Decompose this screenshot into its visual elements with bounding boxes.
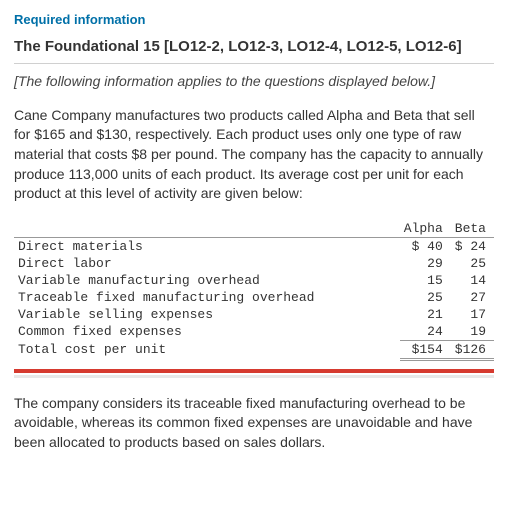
cell-alpha: 24 xyxy=(400,323,451,341)
accent-shadow xyxy=(14,375,494,378)
applies-note: [The following information applies to th… xyxy=(14,72,494,92)
total-label: Total cost per unit xyxy=(14,340,400,359)
row-label: Direct labor xyxy=(14,255,400,272)
total-beta: $126 xyxy=(451,340,494,359)
cell-beta: 25 xyxy=(451,255,494,272)
cost-table: Alpha Beta Direct materials $ 40 $ 24 Di… xyxy=(14,220,494,361)
row-label: Variable manufacturing overhead xyxy=(14,272,400,289)
cell-beta: 17 xyxy=(451,306,494,323)
table-header-empty xyxy=(14,220,400,238)
row-label: Direct materials xyxy=(14,237,400,255)
cell-beta: 27 xyxy=(451,289,494,306)
col-header-alpha: Alpha xyxy=(400,220,451,238)
cell-beta: $ 24 xyxy=(451,237,494,255)
total-alpha: $154 xyxy=(400,340,451,359)
table-row: Variable manufacturing overhead 15 14 xyxy=(14,272,494,289)
footer-paragraph: The company considers its traceable fixe… xyxy=(14,394,494,453)
cell-beta: 19 xyxy=(451,323,494,341)
table-row: Direct materials $ 40 $ 24 xyxy=(14,237,494,255)
cell-alpha: 15 xyxy=(400,272,451,289)
table-row: Direct labor 29 25 xyxy=(14,255,494,272)
required-info-label: Required information xyxy=(14,12,494,27)
page-title: The Foundational 15 [LO12-2, LO12-3, LO1… xyxy=(14,37,494,57)
cell-alpha: 21 xyxy=(400,306,451,323)
accent-divider xyxy=(14,369,494,373)
col-header-beta: Beta xyxy=(451,220,494,238)
cell-alpha: 29 xyxy=(400,255,451,272)
intro-paragraph: Cane Company manufactures two products c… xyxy=(14,106,494,204)
cell-alpha: 25 xyxy=(400,289,451,306)
row-label: Variable selling expenses xyxy=(14,306,400,323)
table-row: Common fixed expenses 24 19 xyxy=(14,323,494,341)
row-label: Common fixed expenses xyxy=(14,323,400,341)
table-row: Variable selling expenses 21 17 xyxy=(14,306,494,323)
row-label: Traceable fixed manufacturing overhead xyxy=(14,289,400,306)
cell-beta: 14 xyxy=(451,272,494,289)
table-total-row: Total cost per unit $154 $126 xyxy=(14,340,494,359)
title-divider xyxy=(14,63,494,64)
table-row: Traceable fixed manufacturing overhead 2… xyxy=(14,289,494,306)
table-header-row: Alpha Beta xyxy=(14,220,494,238)
cell-alpha: $ 40 xyxy=(400,237,451,255)
